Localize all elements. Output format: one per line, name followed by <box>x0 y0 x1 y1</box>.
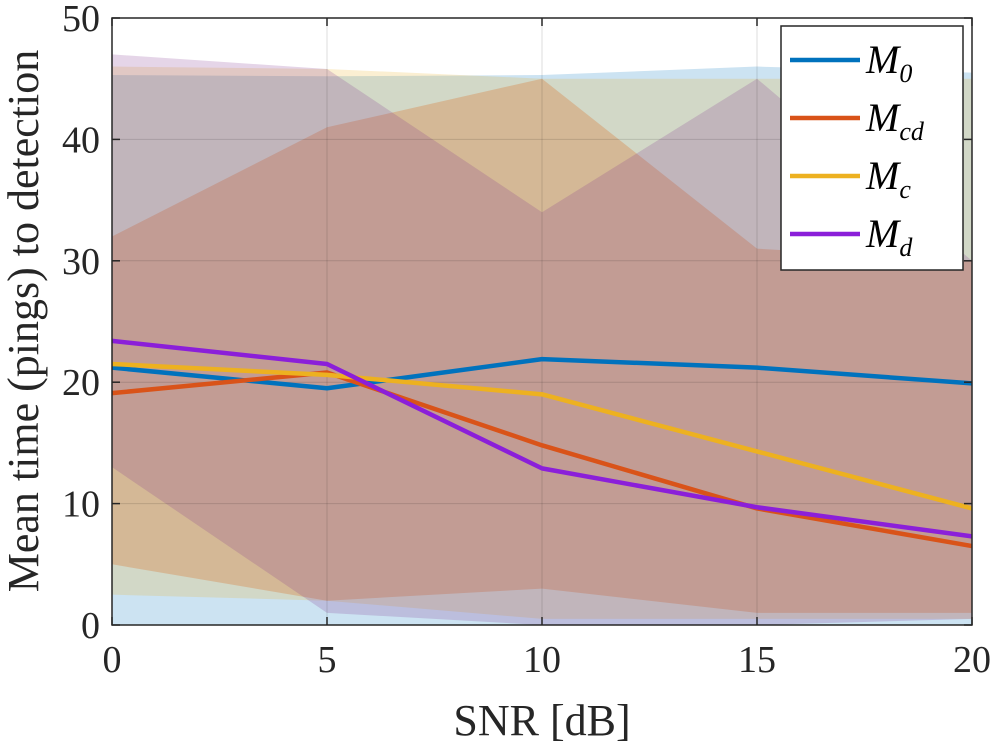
legend-box <box>780 25 964 271</box>
y-tick-label: 20 <box>62 362 100 404</box>
y-tick-label: 10 <box>62 484 100 526</box>
y-axis-label: Mean time (pings) to detection <box>0 50 48 593</box>
legend-label-Mc: Mc <box>865 153 911 204</box>
band-Mcd <box>112 78 972 613</box>
band-Md <box>112 54 972 626</box>
legend: M0 Mcd Mc Md <box>780 25 964 271</box>
band-Mc <box>112 66 972 619</box>
series-line-Md <box>111 338 973 539</box>
x-tick-label: 20 <box>953 639 991 681</box>
x-axis-label: SNR [dB] <box>453 696 630 745</box>
x-tick-label: 10 <box>523 639 561 681</box>
y-tick-label: 0 <box>81 605 100 647</box>
series-lines <box>111 338 973 549</box>
x-tick-label: 5 <box>318 639 337 681</box>
x-tick-label: 0 <box>103 639 122 681</box>
legend-label-Mcd: Mcd <box>865 95 925 146</box>
x-tick-label: 15 <box>738 639 776 681</box>
y-tick-label: 40 <box>62 119 100 161</box>
legend-label-M0: M0 <box>865 37 912 88</box>
band-M0 <box>112 66 972 625</box>
legend-label-Md: Md <box>865 211 913 262</box>
series-line-Mc <box>111 361 973 511</box>
y-ticks: 0 10 20 30 40 50 <box>62 0 972 647</box>
series-line-Mcd <box>111 370 973 549</box>
x-ticks: 0 5 10 15 20 <box>103 18 991 681</box>
confidence-bands <box>112 54 972 626</box>
y-tick-label: 50 <box>62 0 100 40</box>
y-tick-label: 30 <box>62 241 100 283</box>
